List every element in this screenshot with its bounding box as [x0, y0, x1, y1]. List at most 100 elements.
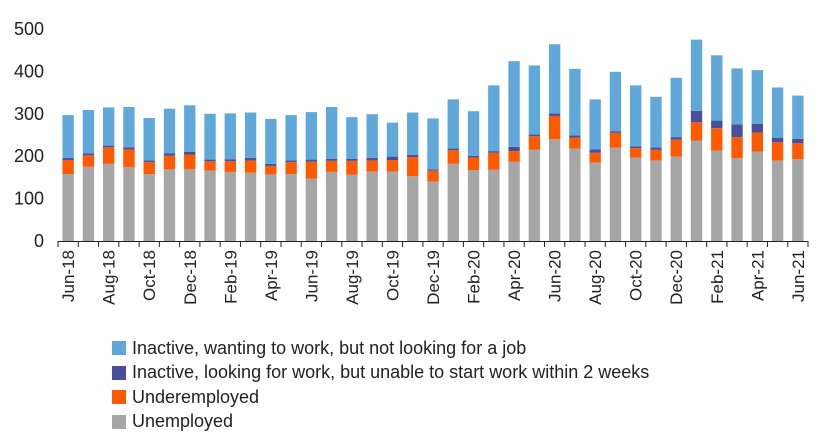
bar-segment: [528, 136, 541, 150]
bar-segment: [792, 138, 804, 144]
bar-segment: [407, 154, 419, 158]
x-tick-label: Dec-19: [424, 250, 443, 305]
bar-segment: [670, 139, 682, 157]
bar-segment: [103, 147, 115, 164]
bar-segment: [204, 161, 216, 171]
legend-swatch: [112, 365, 126, 380]
bar-segment: [467, 170, 480, 241]
bar-segment: [103, 107, 115, 146]
x-tick-label: Aug-19: [343, 250, 362, 305]
bar-segment: [244, 157, 257, 161]
bar-segment: [771, 137, 784, 143]
bar-segment: [82, 109, 95, 154]
bar-segment: [467, 111, 480, 156]
legend-swatch: [112, 341, 126, 356]
bar-segment: [771, 87, 784, 138]
bar-segment: [305, 178, 318, 241]
legend-swatch: [112, 390, 126, 405]
bar-segment: [143, 174, 155, 241]
bar-segment: [447, 148, 459, 151]
bar-segment: [366, 160, 378, 172]
bar-segment: [285, 115, 297, 161]
bar-segment: [244, 112, 257, 158]
bar-segment: [103, 163, 115, 241]
bar-segment: [346, 160, 358, 175]
bar-segment: [244, 172, 257, 241]
bar-segment: [467, 157, 480, 171]
bar-segment: [690, 140, 703, 241]
bar-segment: [630, 157, 642, 241]
x-tick-label: Dec-20: [667, 250, 686, 305]
bar-segment: [548, 115, 561, 140]
bar-segment: [690, 39, 703, 111]
bar-segment: [488, 151, 500, 153]
bars: [62, 39, 804, 241]
bar-segment: [670, 77, 682, 138]
bar-segment: [346, 174, 358, 241]
bar-segment: [548, 113, 561, 116]
bar-segment: [427, 170, 439, 182]
bar-segment: [305, 161, 318, 179]
bar-segment: [62, 115, 74, 158]
bar-segment: [123, 147, 135, 150]
bar-segment: [488, 169, 500, 241]
bar-segment: [609, 71, 622, 132]
bar-segment: [163, 108, 176, 154]
bar-segment: [751, 151, 763, 241]
bar-segment: [609, 147, 622, 241]
bar-segment: [163, 169, 176, 241]
bar-segment: [488, 152, 500, 170]
bar-segment: [407, 157, 419, 177]
x-tick-label: Jun-21: [789, 250, 808, 302]
bar-segment: [508, 151, 520, 162]
bar-segment: [305, 159, 318, 162]
bar-segment: [751, 132, 763, 152]
bar-segment: [62, 174, 74, 241]
bar-segment: [265, 118, 277, 164]
bar-segment: [285, 174, 297, 241]
bar-segment: [569, 137, 581, 149]
bar-segment: [184, 151, 196, 155]
bar-segment: [508, 61, 520, 147]
x-tick-label: Apr-20: [505, 250, 524, 301]
bar-segment: [184, 154, 196, 170]
bar-segment: [224, 171, 236, 241]
legend-item-inactive-looking: Inactive, looking for work, but unable t…: [112, 361, 649, 386]
bar-segment: [224, 159, 236, 162]
bar-segment: [366, 171, 378, 241]
y-tick-label: 400: [14, 61, 44, 81]
bar-segment: [244, 160, 257, 173]
bar-segment: [163, 153, 176, 156]
bar-segment: [589, 99, 601, 150]
bar-segment: [548, 139, 561, 241]
bar-segment: [447, 99, 459, 149]
bar-segment: [427, 118, 439, 170]
x-tick-label: Feb-20: [465, 250, 484, 304]
bar-segment: [265, 165, 277, 175]
bar-segment: [589, 152, 601, 163]
y-tick-label: 100: [14, 189, 44, 209]
y-axis-ticks: 0 100 200 300 400 500: [14, 19, 44, 251]
legend-item-unemployed: Unemployed: [112, 410, 649, 435]
bar-segment: [690, 122, 703, 141]
bar-segment: [792, 95, 804, 139]
legend-label: Inactive, looking for work, but unable t…: [132, 362, 650, 383]
bar-segment: [325, 171, 338, 241]
x-tick-label: Jun-19: [302, 250, 321, 302]
bar-segment: [731, 137, 743, 159]
bar-segment: [325, 158, 338, 161]
x-tick-label: Feb-19: [221, 250, 240, 304]
bar-segment: [82, 153, 95, 156]
bar-segment: [224, 161, 236, 172]
x-tick-label: Oct-18: [140, 250, 159, 301]
bar-segment: [630, 85, 642, 147]
bar-segment: [528, 134, 541, 137]
bar-segment: [305, 112, 318, 160]
bar-segment: [508, 161, 520, 241]
bar-segment: [569, 148, 581, 241]
bar-segment: [346, 158, 358, 161]
bar-segment: [792, 143, 804, 160]
bar-segment: [184, 105, 196, 152]
bar-segment: [589, 162, 601, 241]
bar-segment: [731, 68, 743, 125]
